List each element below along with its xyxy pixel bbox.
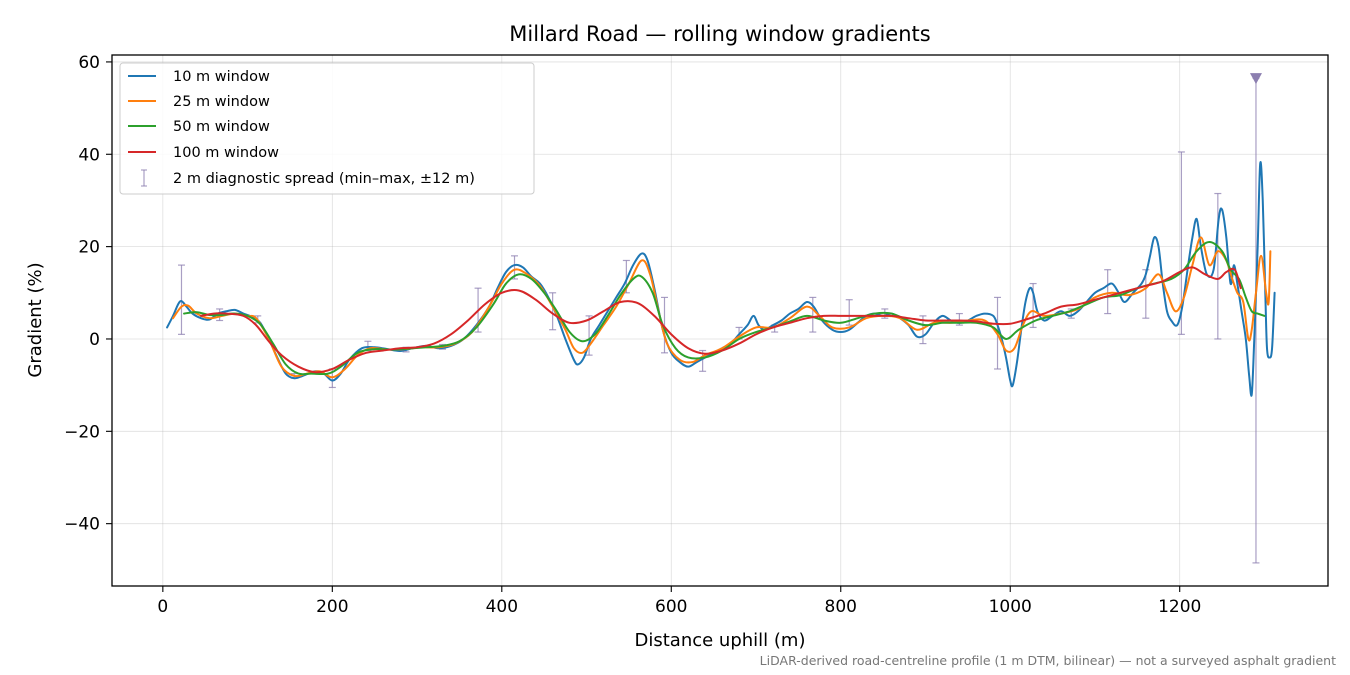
legend-label-25m: 25 m window [173,94,270,110]
series-line-50-m-window [183,241,1266,376]
diagnostic-spread-bar [585,315,593,356]
y-tick-label: 60 [78,53,100,73]
plot-frame [111,54,1329,587]
diagnostic-spread-bar [177,264,185,335]
legend-label-errorbar: 2 m diagnostic spread (min–max, ±12 m) [173,171,475,187]
y-tick-label: −40 [64,515,100,535]
diagnostic-spread-bar [549,292,557,331]
y-tick-label: 20 [78,238,100,258]
y-tick-label: 0 [89,330,100,350]
x-tick-label: 800 [825,597,857,617]
x-tick-label: 0 [157,597,168,617]
diagnostic-spread-bar [1104,269,1112,315]
x-axis-ticks: 0 200 400 600 800 1000 1200 [157,586,1201,617]
footnote: LiDAR-derived road-centreline profile (1… [760,653,1336,668]
legend-label-50m: 50 m window [173,119,270,135]
chart-title: Millard Road — rolling window gradients [509,22,930,46]
x-tick-label: 600 [655,597,687,617]
diagnostic-spread-bar [1142,269,1150,319]
series-line-25-m-window [172,236,1272,379]
marker-layer [1249,73,1262,85]
legend-swatch-errorbar [141,169,147,187]
y-axis-ticks: −40 −20 0 20 40 60 [64,53,112,535]
clipped-spike-marker [1249,73,1262,85]
legend: 10 m window 25 m window 50 m window 100 … [119,62,535,195]
y-tick-label: −20 [64,422,100,442]
y-axis-title: Gradient (%) [25,262,46,377]
legend-label-10m: 10 m window [173,69,270,85]
diagnostic-spread-bar [660,296,668,354]
x-tick-label: 1000 [989,597,1032,617]
diagnostic-spread-bar [809,296,817,333]
x-tick-label: 200 [316,597,348,617]
y-tick-label: 40 [78,145,100,165]
series-lines [166,161,1276,397]
diagnostic-spread-bar [1214,192,1222,340]
x-tick-label: 400 [486,597,518,617]
x-tick-label: 1200 [1158,597,1201,617]
legend-label-100m: 100 m window [173,145,279,161]
series-line-100-m-window [199,266,1242,374]
x-axis-title: Distance uphill (m) [635,630,806,651]
legend-box [119,62,535,195]
